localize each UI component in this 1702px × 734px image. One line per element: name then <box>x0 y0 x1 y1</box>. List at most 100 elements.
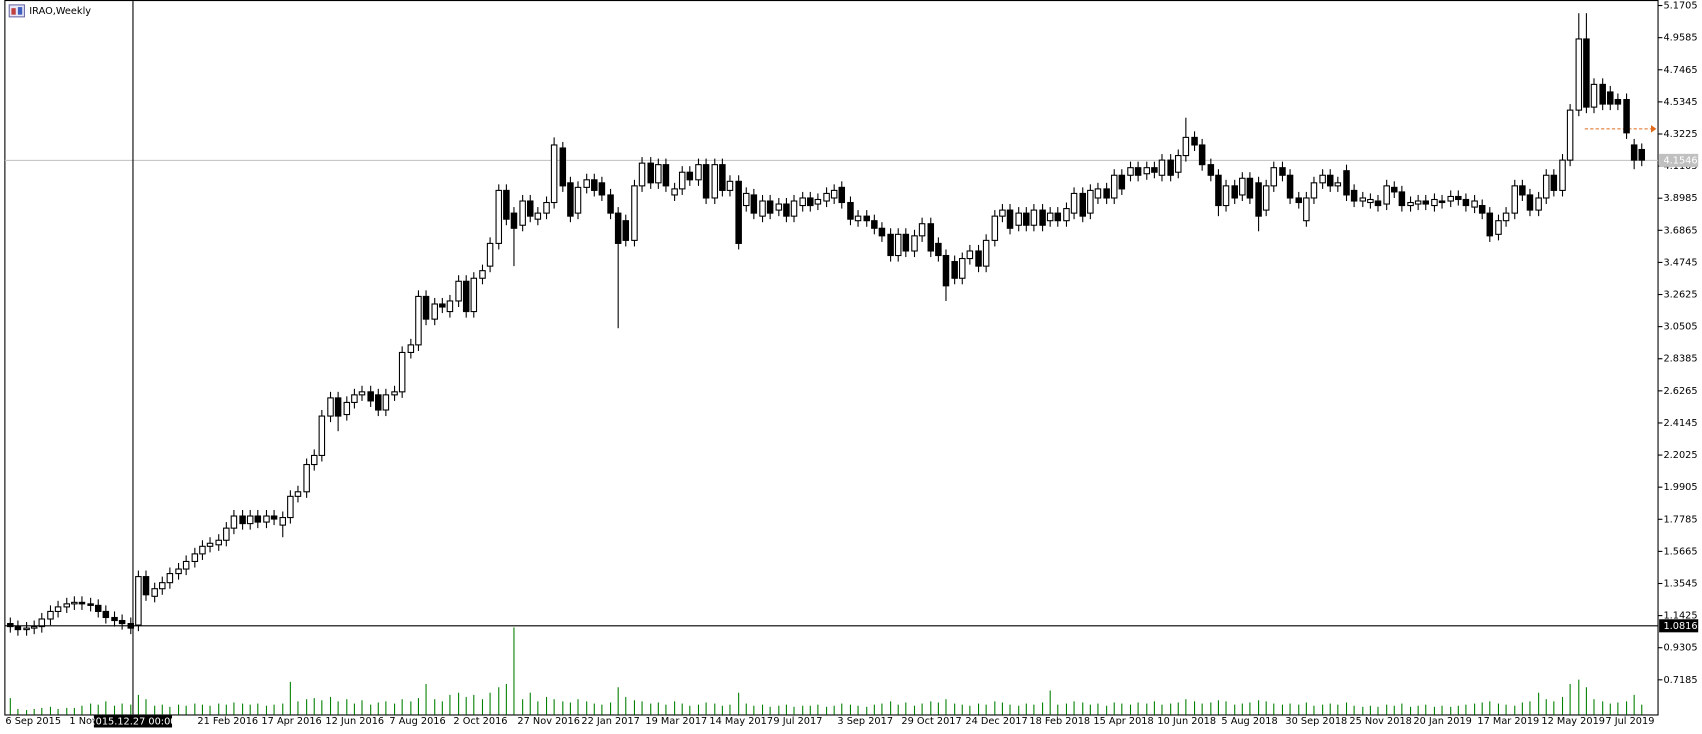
x-tick-label: 7 Aug 2016 <box>389 716 445 727</box>
candle-body <box>1246 177 1254 199</box>
candle-body <box>735 180 742 244</box>
candle-body <box>902 233 910 252</box>
candle-body <box>1094 188 1102 199</box>
candle-body <box>239 515 246 525</box>
candle-body <box>1158 159 1166 176</box>
candle-body <box>1079 192 1087 217</box>
candle-body <box>439 303 446 308</box>
candle-body <box>591 179 598 191</box>
candle-body <box>559 147 567 187</box>
candle-body <box>1511 185 1519 214</box>
candle-body <box>1239 177 1246 196</box>
candle-body <box>823 192 830 202</box>
candle-body <box>191 553 199 563</box>
candle-body <box>783 203 790 217</box>
candle-body <box>966 250 974 260</box>
candle-body <box>1623 98 1630 134</box>
candle-body <box>1023 212 1030 226</box>
candle-body <box>567 182 574 217</box>
candle-body <box>1286 174 1294 199</box>
candle-body <box>422 295 430 320</box>
candle-body <box>1231 185 1238 199</box>
candle-body <box>1478 205 1486 214</box>
candle-body <box>702 164 710 199</box>
y-tick-label: 1.5665 <box>1663 546 1697 557</box>
candle-body <box>230 515 238 529</box>
candle-body <box>759 200 766 217</box>
candle-body <box>927 223 935 252</box>
candle-body <box>1495 220 1502 235</box>
candle-body <box>1175 155 1182 173</box>
candle-body <box>279 516 287 526</box>
candle-body <box>1407 201 1414 207</box>
y-tick-label: 3.6865 <box>1663 225 1697 236</box>
y-tick-label: 1.3545 <box>1663 578 1697 589</box>
candle-body <box>918 223 926 237</box>
candle-body <box>1447 195 1454 202</box>
candle-body <box>1535 197 1542 211</box>
candle-body <box>1431 198 1438 207</box>
candle-body <box>631 185 638 241</box>
x-tick-label: 3 Sep 2017 <box>837 716 893 727</box>
x-tick-label: 12 May 2019 <box>1541 716 1605 727</box>
candle-body <box>1590 83 1598 108</box>
candle-body <box>334 397 342 417</box>
x-tick-label: 22 Jan 2017 <box>581 716 639 727</box>
candle-body <box>94 604 102 612</box>
y-tick-label: 3.8985 <box>1663 193 1697 204</box>
candle-body <box>142 576 150 596</box>
candle-body <box>358 391 366 396</box>
y-tick-label: 4.7465 <box>1663 65 1697 76</box>
candle-body <box>415 295 422 346</box>
crosshair-price-label: 1.0816 <box>1663 621 1697 632</box>
candle-body <box>391 391 398 396</box>
candle-body <box>1295 197 1303 204</box>
candle-body <box>726 180 734 191</box>
candle-body <box>294 491 302 497</box>
candle-body <box>814 198 822 205</box>
candle-body <box>678 171 686 190</box>
candle-body <box>1222 185 1230 207</box>
crosshair-time-box <box>93 715 173 728</box>
candle-body <box>1559 159 1566 191</box>
candle-body <box>14 626 22 631</box>
candle-body <box>1103 188 1110 199</box>
y-tick-label: 3.0505 <box>1663 322 1697 333</box>
candle-body <box>871 220 878 229</box>
candle-body <box>775 203 783 211</box>
candle-body <box>519 200 526 226</box>
candle-body <box>318 415 326 456</box>
candle-body <box>407 344 415 353</box>
candle-body <box>23 627 30 631</box>
candle-body <box>799 197 806 207</box>
candle-body <box>959 258 966 279</box>
candle-body <box>911 235 918 252</box>
y-tick-label: 5.1705 <box>1663 1 1697 12</box>
x-tick-label: 27 Nov 2016 <box>517 716 579 727</box>
candle-body <box>607 194 614 214</box>
candle-body <box>1310 182 1318 199</box>
candle-body <box>270 515 278 520</box>
y-tick-label: 1.9905 <box>1663 482 1697 493</box>
candle-body <box>1367 198 1374 204</box>
candle-body <box>1486 212 1494 237</box>
chart-icon <box>8 4 25 18</box>
candle-body <box>78 601 86 605</box>
candle-body <box>1414 200 1422 205</box>
candle-body <box>1566 109 1574 161</box>
candle-body <box>1638 148 1646 161</box>
candle-body <box>1118 174 1126 190</box>
candle-body <box>1087 189 1094 214</box>
x-tick-label: 17 Apr 2016 <box>261 716 321 727</box>
candle-body <box>1198 144 1206 166</box>
candle-body <box>71 601 78 605</box>
candle-body <box>1422 200 1430 205</box>
candle-body <box>1319 174 1326 184</box>
candle-body <box>711 164 719 199</box>
y-tick-label: 1.7785 <box>1663 514 1697 525</box>
candle-body <box>1455 195 1462 201</box>
candle-body <box>479 270 486 279</box>
candle-body <box>1255 182 1262 217</box>
candle-body <box>655 164 662 184</box>
